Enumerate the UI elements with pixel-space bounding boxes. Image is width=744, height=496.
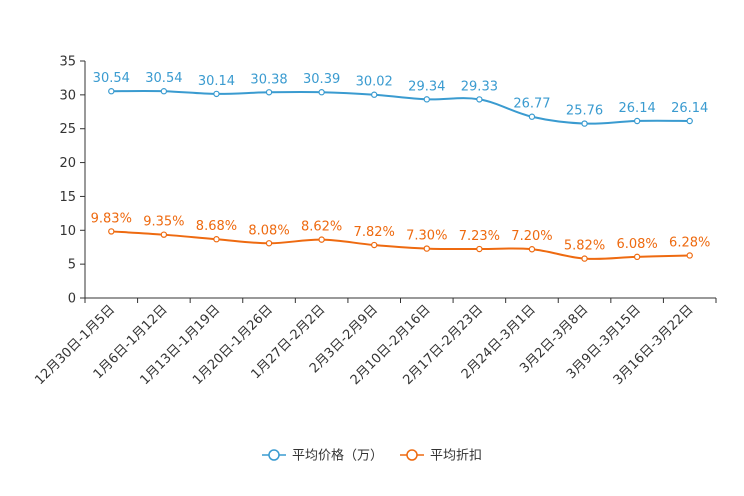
data-label: 29.33 (461, 79, 498, 94)
data-point (371, 91, 378, 98)
data-point (213, 90, 220, 98)
data-point (318, 236, 325, 243)
data-label: 26.14 (619, 101, 656, 116)
data-label: 26.14 (671, 101, 708, 116)
y-tick-label: 30 (59, 88, 76, 103)
data-label: 7.20% (511, 229, 552, 244)
data-label: 9.35% (143, 215, 184, 230)
y-tick-label: 5 (68, 258, 76, 273)
data-point (528, 246, 536, 253)
legend-label: 平均折扣 (430, 449, 482, 464)
data-label: 8.08% (248, 223, 289, 238)
data-point (423, 245, 430, 252)
data-point (160, 231, 168, 238)
data-point (108, 228, 115, 235)
data-point (686, 252, 693, 259)
y-tick-label: 10 (59, 224, 76, 239)
series-layer: 30.54 30.54 30.14 30.38 30.39 30.02 29.34 29.33… (91, 71, 710, 262)
data-point (476, 245, 483, 253)
data-label: 26.77 (513, 97, 550, 112)
data-label: 9.83% (91, 211, 132, 226)
data-label: 8.62% (301, 220, 342, 235)
data-label: 25.76 (566, 104, 603, 119)
data-label: 6.28% (669, 235, 710, 250)
data-point (160, 88, 168, 95)
data-point (318, 89, 325, 96)
data-label: 6.08% (616, 237, 657, 252)
y-tick-label: 0 (68, 292, 76, 307)
data-label: 8.68% (196, 219, 237, 234)
legend-marker (268, 449, 280, 461)
data-label: 7.23% (459, 229, 500, 244)
data-label: 30.38 (250, 72, 287, 87)
series-0: 30.54 30.54 30.14 30.38 30.39 30.02 29.34 29.33… (93, 71, 708, 127)
data-label: 5.82% (564, 239, 605, 254)
data-point (423, 96, 430, 103)
data-point (686, 117, 693, 125)
data-label: 30.39 (303, 72, 340, 87)
legend-label: 平均价格（万） (292, 448, 383, 464)
data-point (265, 89, 273, 96)
data-label: 29.34 (408, 79, 445, 94)
y-tick-label: 15 (59, 190, 76, 205)
data-label: 7.30% (406, 229, 447, 244)
data-point (476, 96, 483, 103)
legend-item-1: 平均折扣 (400, 449, 482, 464)
data-label: 7.82% (354, 225, 395, 240)
data-point (633, 253, 641, 261)
data-point (633, 117, 641, 125)
legend-item-0: 平均价格（万） (262, 448, 383, 464)
data-point (528, 113, 536, 120)
series-line (111, 230, 690, 260)
axes: 0510152025303512月30日-1月5日1月6日-1月12日1月13日… (32, 55, 717, 388)
data-point (108, 88, 115, 95)
y-tick-label: 20 (59, 156, 76, 171)
data-label: 30.54 (93, 71, 130, 86)
data-label: 30.54 (145, 71, 182, 86)
legend: 平均价格（万） 平均折扣 (262, 448, 482, 464)
series-1: 9.83% 9.35% 8.68% 8.08% 8.62% 7.82% 7.30% 7.23%… (91, 211, 710, 262)
data-point (213, 236, 220, 243)
data-point (265, 240, 273, 247)
y-tick-label: 35 (59, 55, 76, 70)
data-label: 30.02 (356, 75, 393, 90)
y-tick-label: 25 (59, 122, 76, 137)
data-point (371, 241, 378, 249)
data-point (581, 255, 588, 262)
series-line (111, 89, 690, 125)
data-label: 30.14 (198, 74, 235, 89)
data-point (581, 120, 588, 127)
legend-marker (406, 449, 418, 461)
